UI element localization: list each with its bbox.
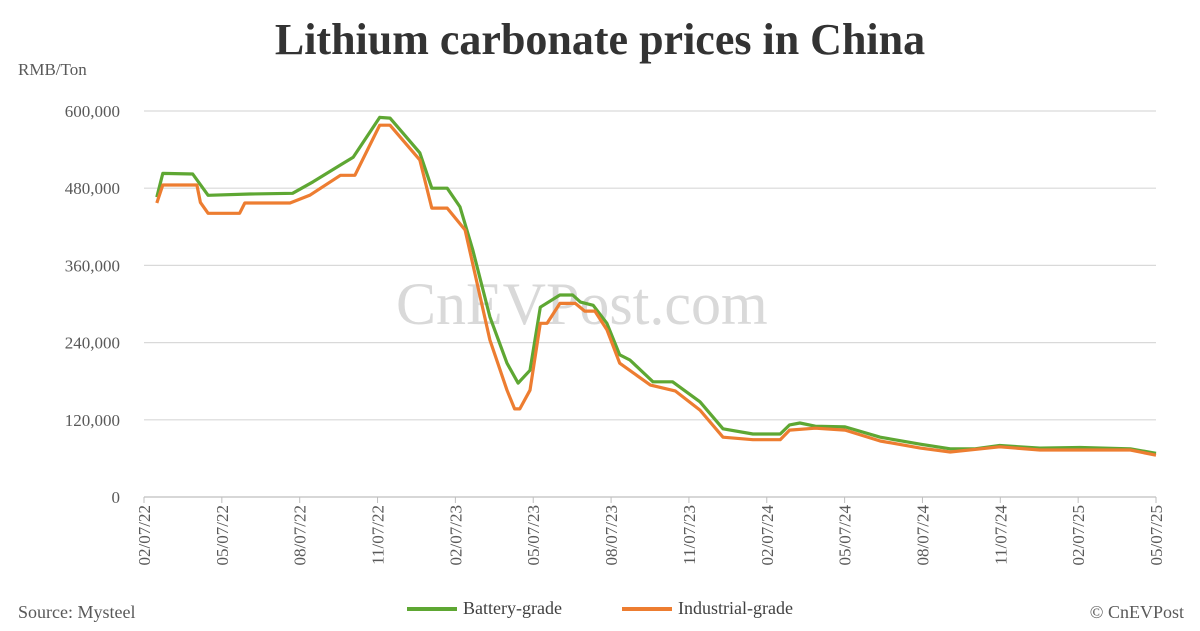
- chart-title: Lithium carbonate prices in China: [274, 15, 926, 64]
- y-tick-label: 0: [112, 488, 121, 507]
- y-tick-label: 240,000: [65, 334, 120, 353]
- legend-swatch-battery: [407, 606, 458, 611]
- y-tick-label: 120,000: [65, 411, 120, 430]
- series-line-industrial-grade: [155, 123, 1157, 457]
- legend-item-battery-grade[interactable]: Battery-grade: [407, 598, 562, 619]
- x-tick-label: 08/07/22: [291, 505, 310, 565]
- copyright-note: © CnEVPost: [1089, 602, 1184, 622]
- y-tick-label: 360,000: [65, 256, 120, 275]
- legend-label: Industrial-grade: [678, 598, 793, 618]
- x-tick-label: 02/07/23: [446, 505, 465, 565]
- x-tick-label: 11/07/22: [369, 505, 388, 565]
- x-tick-label: 11/07/23: [680, 505, 699, 565]
- x-tick-label: 05/07/22: [213, 505, 232, 565]
- x-tick-label: 08/07/24: [913, 505, 932, 566]
- legend-item-industrial-grade[interactable]: Industrial-grade: [622, 598, 793, 619]
- y-tick-label: 600,000: [65, 102, 120, 121]
- legend-label: Battery-grade: [463, 598, 562, 618]
- x-tick-label: 08/07/23: [602, 505, 621, 565]
- x-tick-label: 02/07/25: [1069, 505, 1088, 565]
- source-note: Source: Mysteel: [18, 602, 136, 622]
- y-tick-label: 480,000: [65, 179, 120, 198]
- x-tick-label: 02/07/22: [135, 505, 154, 565]
- series-line-battery-grade: [155, 115, 1157, 455]
- x-tick-label: 05/07/25: [1147, 505, 1166, 565]
- x-tick-label: 11/07/24: [991, 505, 1010, 565]
- y-axis-label: RMB/Ton: [18, 60, 87, 79]
- x-tick-label: 05/07/24: [836, 505, 855, 566]
- x-tick-label: 02/07/24: [758, 505, 777, 566]
- x-tick-label: 05/07/23: [524, 505, 543, 565]
- legend: Battery-grade Industrial-grade: [0, 598, 1200, 619]
- legend-swatch-industrial: [622, 606, 672, 611]
